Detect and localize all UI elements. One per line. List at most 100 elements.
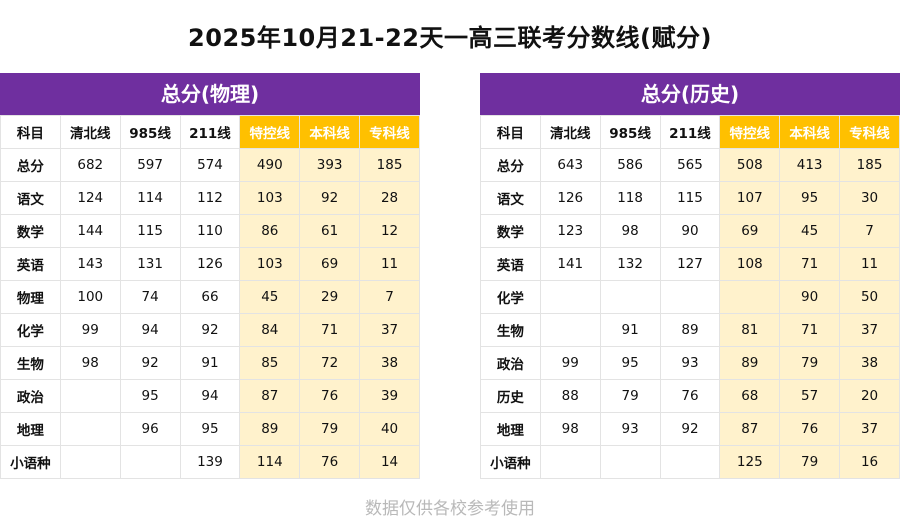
table-row: 小语种 125 79 16 — [480, 445, 900, 479]
column-header: 清北线 — [539, 115, 601, 149]
score-cell: 490 — [239, 148, 301, 182]
score-cell: 92 — [119, 346, 181, 380]
score-cell: 29 — [299, 280, 361, 314]
score-cell — [659, 445, 721, 479]
score-cell: 39 — [359, 379, 420, 413]
score-cell: 126 — [179, 247, 241, 281]
score-cell: 98 — [59, 346, 121, 380]
score-cell: 87 — [719, 412, 781, 446]
table-row: 英语 143 131 126 103 69 11 — [0, 247, 420, 281]
score-cell: 92 — [299, 181, 361, 215]
score-cell: 100 — [59, 280, 121, 314]
score-cell: 565 — [659, 148, 721, 182]
column-header: 211线 — [659, 115, 721, 149]
table-row: 地理 96 95 89 79 40 — [0, 412, 420, 446]
score-cell: 69 — [719, 214, 781, 248]
score-cell: 85 — [239, 346, 301, 380]
column-header: 211线 — [179, 115, 241, 149]
table-row: 化学 99 94 92 84 71 37 — [0, 313, 420, 347]
table-row: 总分 643 586 565 508 413 185 — [480, 148, 900, 182]
score-cell: 92 — [179, 313, 241, 347]
column-header: 本科线 — [299, 115, 361, 149]
table-row: 小语种 139 114 76 14 — [0, 445, 420, 479]
score-cell: 508 — [719, 148, 781, 182]
score-cell: 61 — [299, 214, 361, 248]
score-cell: 88 — [539, 379, 601, 413]
score-cell: 124 — [59, 181, 121, 215]
score-cell — [539, 313, 601, 347]
column-header: 专科线 — [839, 115, 900, 149]
column-header: 985线 — [599, 115, 661, 149]
score-cell: 7 — [359, 280, 420, 314]
score-cell: 141 — [539, 247, 601, 281]
score-cell: 90 — [779, 280, 841, 314]
score-cell: 84 — [239, 313, 301, 347]
score-cell — [59, 445, 121, 479]
score-cell: 11 — [839, 247, 900, 281]
score-cell: 90 — [659, 214, 721, 248]
table-row: 总分 682 597 574 490 393 185 — [0, 148, 420, 182]
score-cell: 95 — [599, 346, 661, 380]
score-cell: 89 — [239, 412, 301, 446]
score-cell: 91 — [599, 313, 661, 347]
score-cell: 20 — [839, 379, 900, 413]
score-cell: 57 — [779, 379, 841, 413]
score-cell — [539, 280, 601, 314]
score-cell: 95 — [119, 379, 181, 413]
table-row: 语文 124 114 112 103 92 28 — [0, 181, 420, 215]
physics-score-table: 科目 清北线 985线 211线 特控线 本科线 专科线 总分 682 597 574 490 393… — [0, 115, 420, 479]
score-cell: 103 — [239, 181, 301, 215]
score-cell: 30 — [839, 181, 900, 215]
score-cell: 393 — [299, 148, 361, 182]
subject-cell: 化学 — [0, 313, 61, 347]
column-header: 专科线 — [359, 115, 420, 149]
score-cell — [659, 280, 721, 314]
score-cell: 72 — [299, 346, 361, 380]
score-cell: 93 — [599, 412, 661, 446]
score-cell: 114 — [239, 445, 301, 479]
score-cell: 71 — [779, 313, 841, 347]
column-header: 特控线 — [719, 115, 781, 149]
score-cell: 69 — [299, 247, 361, 281]
subject-cell: 政治 — [0, 379, 61, 413]
subject-cell: 数学 — [480, 214, 541, 248]
score-cell: 37 — [839, 313, 900, 347]
table-row: 政治 95 94 87 76 39 — [0, 379, 420, 413]
score-cell: 95 — [779, 181, 841, 215]
score-cell: 14 — [359, 445, 420, 479]
score-cell: 144 — [59, 214, 121, 248]
score-cell: 79 — [599, 379, 661, 413]
physics-panel-title: 总分(物理) — [0, 73, 420, 115]
score-cell — [599, 445, 661, 479]
history-table-body: 总分 643 586 565 508 413 185 语文 126 118 115 107 95 30 数学… — [480, 148, 900, 479]
score-cell — [59, 412, 121, 446]
score-cell: 597 — [119, 148, 181, 182]
score-cell: 66 — [179, 280, 241, 314]
score-cell: 586 — [599, 148, 661, 182]
score-cell: 139 — [179, 445, 241, 479]
column-header: 本科线 — [779, 115, 841, 149]
score-cell: 50 — [839, 280, 900, 314]
subject-cell: 历史 — [480, 379, 541, 413]
score-cell: 16 — [839, 445, 900, 479]
score-cell: 143 — [59, 247, 121, 281]
table-row: 生物 98 92 91 85 72 38 — [0, 346, 420, 380]
subject-cell: 总分 — [480, 148, 541, 182]
score-cell: 12 — [359, 214, 420, 248]
score-cell: 132 — [599, 247, 661, 281]
subject-cell: 语文 — [480, 181, 541, 215]
subject-cell: 总分 — [0, 148, 61, 182]
score-cell: 99 — [539, 346, 601, 380]
column-header: 清北线 — [59, 115, 121, 149]
score-cell: 76 — [299, 379, 361, 413]
table-row: 物理 100 74 66 45 29 7 — [0, 280, 420, 314]
subject-cell: 化学 — [480, 280, 541, 314]
table-row: 地理 98 93 92 87 76 37 — [480, 412, 900, 446]
score-cell: 123 — [539, 214, 601, 248]
score-cell: 110 — [179, 214, 241, 248]
score-cell: 115 — [119, 214, 181, 248]
score-cell: 81 — [719, 313, 781, 347]
subject-cell: 小语种 — [0, 445, 61, 479]
score-cell: 574 — [179, 148, 241, 182]
score-cell: 79 — [779, 445, 841, 479]
